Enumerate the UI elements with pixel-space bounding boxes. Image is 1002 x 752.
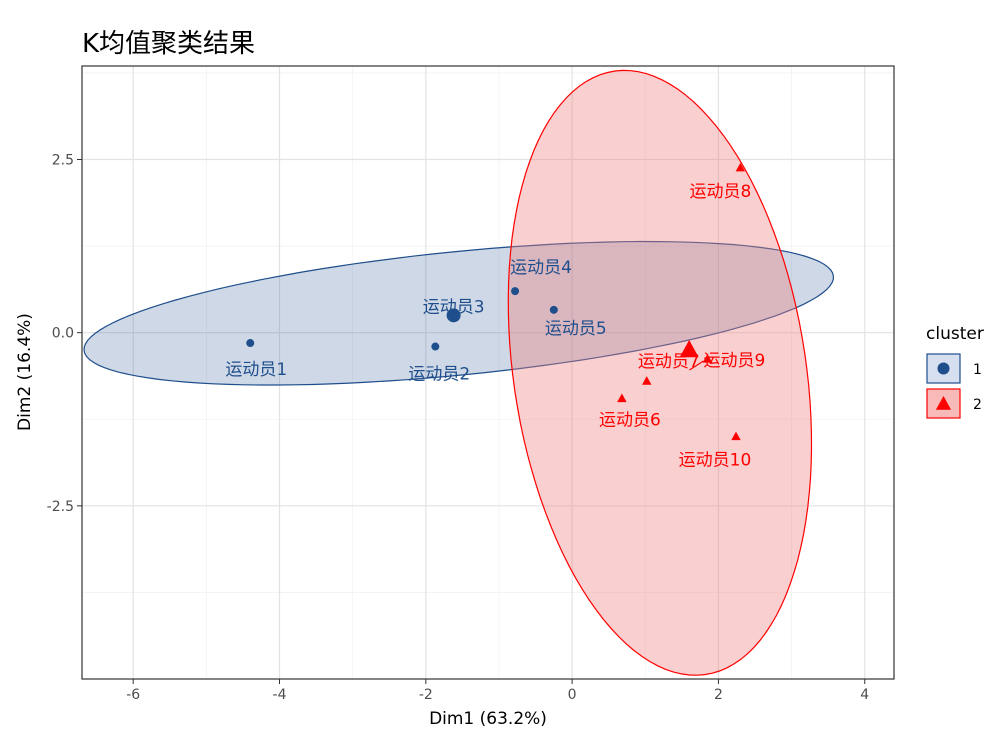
point-label: 运动员1 bbox=[225, 360, 287, 380]
x-tick-label: 2 bbox=[714, 687, 723, 703]
cluster-center-2 bbox=[679, 339, 699, 358]
x-axis-ticks: -6 -4 -2 0 2 4 bbox=[126, 679, 869, 703]
y-axis-ticks: -2.5 0.0 2.5 bbox=[47, 153, 82, 515]
point-label: 运动员5 bbox=[545, 319, 607, 339]
cluster-ellipse-2 bbox=[507, 69, 813, 676]
data-point bbox=[641, 376, 652, 385]
chart-title: K均值聚类结果 bbox=[82, 29, 255, 59]
y-tick-label: -2.5 bbox=[47, 499, 74, 515]
legend-title: cluster bbox=[926, 324, 984, 344]
x-tick-label: -6 bbox=[126, 687, 140, 703]
y-axis-title: Dim2 (16.4%) bbox=[15, 313, 35, 431]
legend-circle-icon bbox=[937, 362, 950, 375]
data-point bbox=[731, 431, 741, 441]
x-axis-title: Dim1 (63.2%) bbox=[429, 709, 547, 729]
point-label: 运动员3 bbox=[423, 297, 485, 317]
y-tick-label: 2.5 bbox=[52, 153, 74, 169]
x-tick-label: 0 bbox=[568, 687, 577, 703]
y-tick-label: 0.0 bbox=[52, 326, 74, 342]
data-point bbox=[735, 162, 746, 172]
legend-label: 2 bbox=[973, 397, 982, 413]
point-label: 运动员7 bbox=[638, 352, 700, 372]
plot-border bbox=[81, 65, 895, 680]
grid-lines bbox=[82, 66, 894, 679]
legend-label: 1 bbox=[973, 362, 982, 378]
x-tick-label: 4 bbox=[860, 687, 869, 703]
cluster-center-1 bbox=[446, 308, 461, 323]
label-leader-line bbox=[689, 360, 704, 371]
point-label: 运动员2 bbox=[408, 365, 470, 385]
legend-triangle-icon bbox=[935, 396, 952, 410]
point-label: 运动员4 bbox=[510, 258, 572, 278]
data-point bbox=[511, 287, 520, 296]
point-label: 运动员10 bbox=[679, 451, 752, 471]
data-point bbox=[617, 393, 627, 403]
point-label: 运动员6 bbox=[599, 410, 661, 430]
point-label: 运动员8 bbox=[689, 182, 751, 202]
data-point bbox=[549, 305, 558, 314]
data-point bbox=[246, 339, 255, 348]
point-labels: 运动员1 运动员2 运动员3 运动员4 运动员5 运动员6 运动员7 运动员8 运动员9 运动员1… bbox=[225, 182, 765, 471]
x-tick-label: -2 bbox=[419, 687, 433, 703]
data-point bbox=[431, 342, 440, 351]
point-label: 运动员9 bbox=[704, 351, 766, 371]
data-points bbox=[246, 162, 746, 441]
data-point bbox=[702, 353, 713, 363]
legend: cluster 1 2 bbox=[926, 324, 984, 419]
x-tick-label: -4 bbox=[273, 687, 287, 703]
